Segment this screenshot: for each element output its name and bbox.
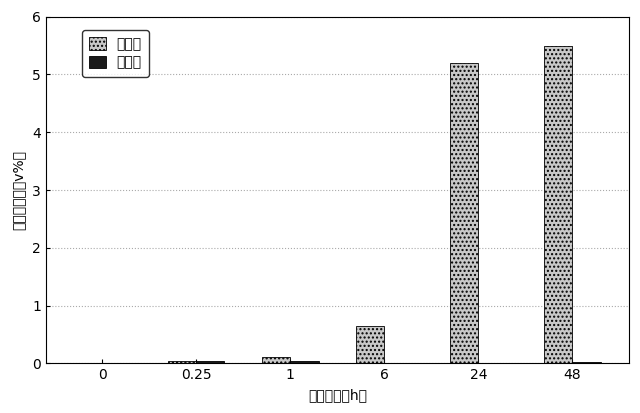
X-axis label: 接触時間（h）: 接触時間（h） <box>308 388 367 402</box>
Bar <box>544 45 572 363</box>
Bar <box>572 362 601 363</box>
Y-axis label: アルコール（v%）: アルコール（v%） <box>11 150 25 230</box>
Legend: 生酵母, 死酵母: 生酵母, 死酵母 <box>82 31 148 76</box>
Bar <box>196 361 225 363</box>
Bar <box>450 63 479 363</box>
Bar <box>262 356 291 363</box>
Bar <box>168 361 196 363</box>
Bar <box>291 361 319 363</box>
Bar <box>356 326 385 363</box>
